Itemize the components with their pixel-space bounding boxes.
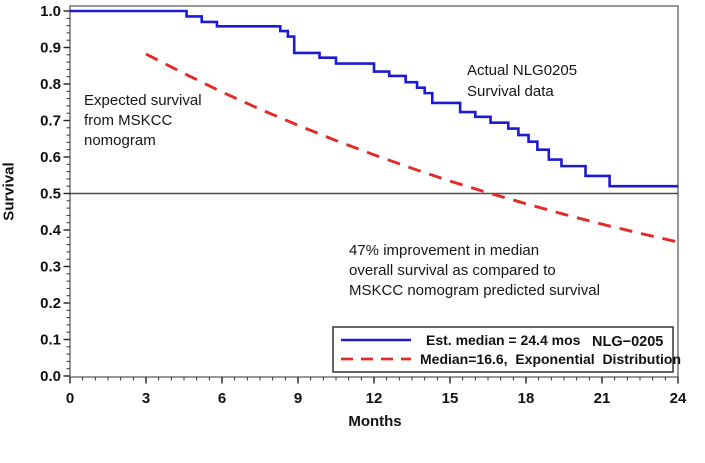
x-tick-label: 15: [442, 390, 459, 407]
legend-expected-label: Median=16.6, Exponential Distribution: [420, 351, 681, 367]
x-axis-title: Months: [348, 413, 402, 430]
axis-ticks: 0 3 6 9 12 15 18 21 24 0.0 0.1 0.2 0.3 0.4 0.5 0.6 0.7 0.…: [40, 3, 687, 407]
y-tick-label: 0.6: [40, 149, 61, 166]
y-tick-label: 0.0: [40, 368, 61, 385]
y-tick-label: 0.1: [40, 332, 61, 349]
annotation-expected-survival: Expected survival from MSKCC nomogram: [84, 92, 202, 149]
x-tick-label: 9: [294, 390, 302, 407]
y-tick-label: 0.5: [40, 186, 61, 203]
y-tick-label: 0.9: [40, 40, 61, 57]
y-tick-label: 1.0: [40, 3, 61, 20]
expected-survival-curve: [145, 52, 679, 244]
legend-box: [332, 326, 674, 373]
x-tick-label: 3: [142, 390, 150, 407]
x-tick-label: 18: [518, 390, 535, 407]
x-tick-label: 6: [218, 390, 226, 407]
y-tick-label: 0.4: [40, 222, 62, 239]
legend-actual-suffix: NLG−0205: [592, 334, 663, 350]
annotation-improvement: 47% improvement in median overall surviv…: [349, 242, 600, 299]
x-tick-label: 21: [594, 390, 611, 407]
y-tick-label: 0.3: [40, 259, 61, 276]
y-axis-title: Survival: [0, 162, 18, 221]
annotation-actual-survival: Actual NLG0205 Survival data: [467, 62, 578, 100]
x-tick-label: 24: [670, 390, 687, 407]
data-series: [70, 9, 679, 244]
legend: Est. median = 24.4 mos NLG−0205 Median=1…: [332, 326, 681, 373]
x-tick-label: 0: [66, 390, 74, 407]
actual-survival-step-curve: [70, 9, 678, 188]
y-tick-label: 0.7: [40, 113, 61, 130]
legend-actual-label: Est. median = 24.4 mos: [426, 332, 581, 348]
y-tick-label: 0.8: [40, 76, 61, 93]
x-tick-label: 12: [366, 390, 383, 407]
y-tick-label: 0.2: [40, 295, 61, 312]
